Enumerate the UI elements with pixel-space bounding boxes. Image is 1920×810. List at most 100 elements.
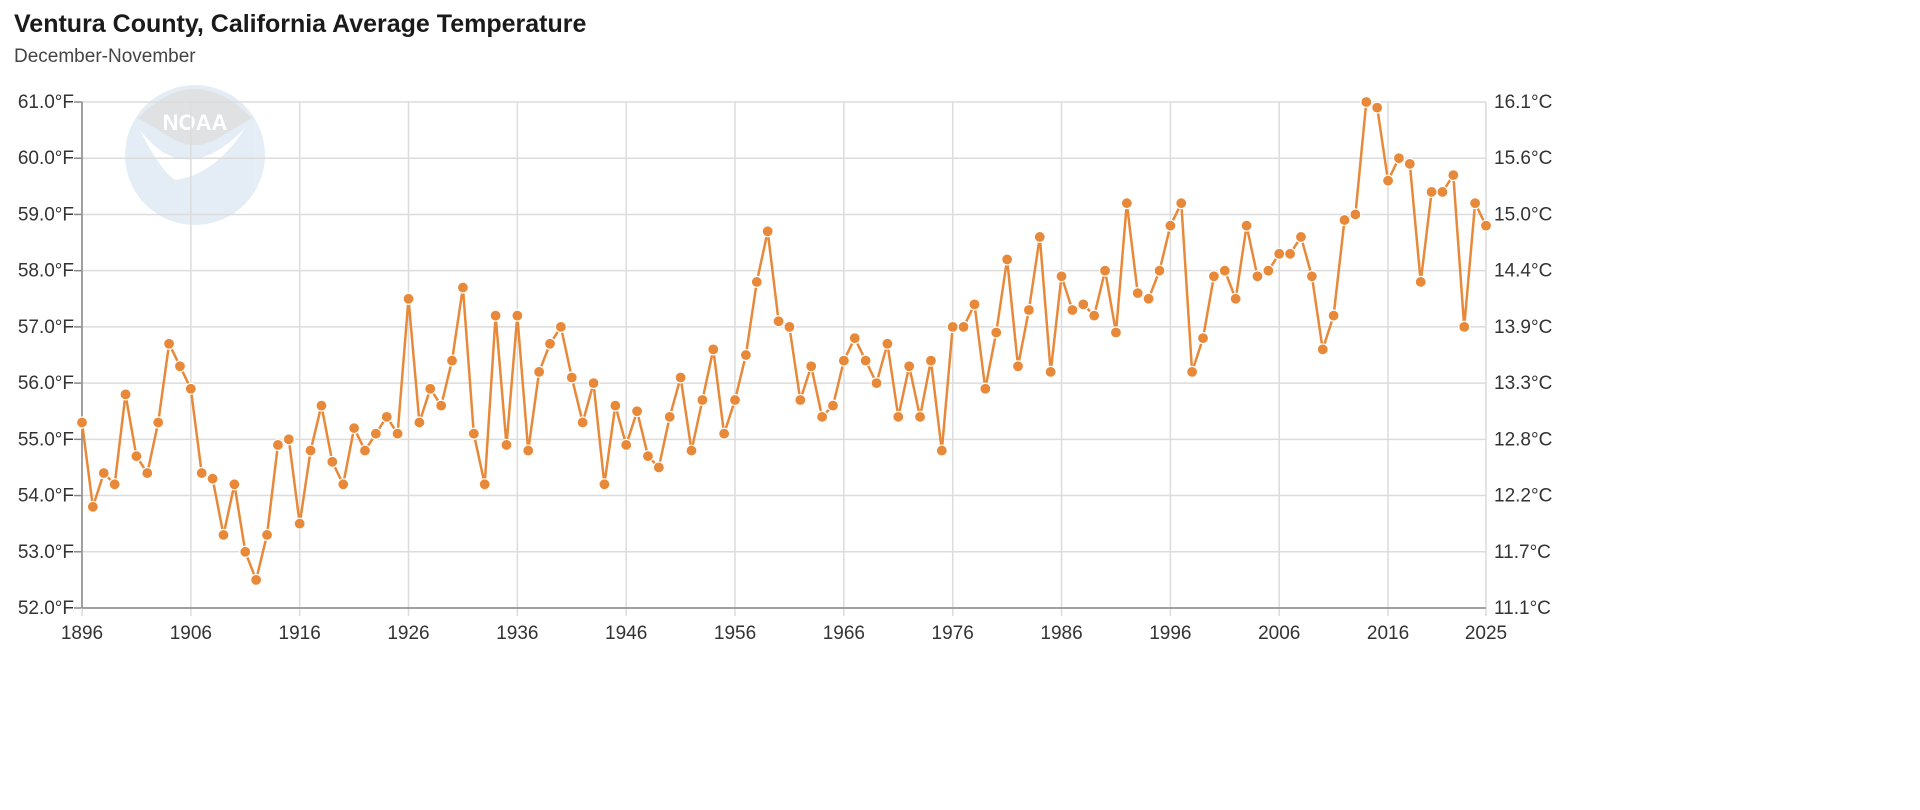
x-tick-label: 1896 bbox=[61, 623, 103, 644]
data-point bbox=[1175, 197, 1188, 210]
data-point bbox=[859, 354, 872, 367]
data-point bbox=[1153, 264, 1166, 277]
data-point bbox=[413, 416, 426, 429]
data-point bbox=[794, 393, 807, 407]
data-point bbox=[543, 337, 557, 350]
data-point bbox=[957, 320, 970, 333]
y-tick-label-left: 59.0°F bbox=[18, 204, 74, 225]
data-point bbox=[685, 444, 698, 457]
data-point bbox=[1414, 275, 1427, 289]
data-point bbox=[598, 478, 611, 491]
y-tick-label-left: 53.0°F bbox=[18, 542, 74, 563]
data-point bbox=[1381, 174, 1395, 187]
x-tick-label: 1976 bbox=[932, 623, 974, 644]
data-point bbox=[347, 421, 361, 435]
data-point bbox=[565, 371, 578, 384]
data-point bbox=[369, 427, 382, 440]
data-point bbox=[1044, 365, 1057, 378]
data-point bbox=[1164, 219, 1177, 232]
data-point bbox=[1447, 168, 1460, 182]
data-point bbox=[358, 444, 372, 457]
data-point bbox=[783, 320, 796, 333]
data-point bbox=[1077, 298, 1090, 311]
data-point bbox=[1273, 247, 1286, 260]
y-tick-label-left: 52.0°F bbox=[18, 598, 74, 619]
data-point bbox=[1458, 320, 1471, 333]
data-point bbox=[141, 466, 154, 480]
data-point bbox=[946, 320, 959, 333]
data-point bbox=[1469, 197, 1482, 210]
chart-subtitle: December-November bbox=[14, 46, 196, 67]
data-point bbox=[1229, 292, 1242, 305]
y-tick-label-right: 16.1°C bbox=[1494, 92, 1552, 113]
x-tick-label: 2025 bbox=[1465, 623, 1507, 644]
data-point bbox=[108, 478, 121, 491]
data-point bbox=[75, 416, 89, 429]
data-point bbox=[1098, 264, 1112, 277]
y-tick-label-right: 15.0°C bbox=[1494, 204, 1552, 225]
data-point bbox=[554, 320, 567, 333]
data-point bbox=[478, 478, 491, 491]
data-point bbox=[260, 528, 274, 542]
y-tick-label-right: 12.8°C bbox=[1494, 429, 1552, 450]
data-point bbox=[1186, 365, 1199, 378]
data-point bbox=[304, 444, 317, 457]
x-tick-label: 1946 bbox=[605, 623, 647, 644]
data-point bbox=[750, 275, 763, 289]
data-point bbox=[380, 410, 393, 423]
data-point bbox=[533, 365, 546, 378]
data-point bbox=[1349, 208, 1362, 221]
data-point bbox=[1142, 292, 1155, 305]
data-point bbox=[870, 377, 883, 390]
data-point bbox=[1196, 332, 1210, 345]
data-point bbox=[1207, 270, 1221, 283]
data-point bbox=[173, 360, 187, 373]
data-point bbox=[271, 438, 285, 452]
data-point bbox=[913, 410, 927, 423]
data-point bbox=[663, 410, 676, 423]
data-point bbox=[511, 309, 524, 322]
data-point bbox=[1109, 326, 1123, 339]
data-point bbox=[576, 416, 589, 429]
data-point bbox=[467, 427, 480, 440]
data-point bbox=[1251, 270, 1264, 283]
data-point bbox=[1479, 219, 1493, 232]
data-point bbox=[1392, 152, 1406, 165]
y-tick-label-left: 58.0°F bbox=[18, 261, 74, 282]
data-point bbox=[1305, 270, 1318, 283]
data-point bbox=[119, 388, 132, 401]
data-point bbox=[435, 399, 448, 412]
y-tick-label-right: 13.3°C bbox=[1494, 373, 1552, 394]
x-tick-label: 2006 bbox=[1258, 623, 1300, 644]
y-tick-label-right: 14.4°C bbox=[1494, 261, 1552, 282]
data-point bbox=[903, 360, 916, 373]
data-point bbox=[1120, 197, 1133, 210]
data-point bbox=[293, 517, 306, 530]
data-point bbox=[217, 528, 230, 542]
data-point bbox=[282, 433, 295, 446]
data-point bbox=[337, 478, 350, 491]
data-point bbox=[707, 343, 720, 356]
data-point bbox=[1360, 95, 1373, 109]
data-point bbox=[489, 309, 502, 322]
data-point bbox=[402, 292, 415, 305]
data-point bbox=[587, 377, 600, 390]
x-tick-label: 1986 bbox=[1040, 623, 1082, 644]
data-point bbox=[228, 478, 241, 491]
data-point bbox=[881, 337, 894, 350]
chart-title: Ventura County, California Average Tempe… bbox=[14, 10, 587, 38]
y-tick-label-left: 56.0°F bbox=[18, 373, 74, 394]
x-tick-label: 1916 bbox=[279, 623, 321, 644]
data-point bbox=[674, 371, 687, 384]
data-point bbox=[641, 450, 655, 463]
x-tick-label: 1956 bbox=[714, 623, 756, 644]
data-point bbox=[1240, 219, 1253, 232]
data-point bbox=[1088, 309, 1101, 322]
y-tick-label-right: 15.6°C bbox=[1494, 148, 1552, 169]
data-point bbox=[86, 500, 99, 513]
data-point bbox=[696, 393, 709, 407]
data-point bbox=[1327, 309, 1340, 322]
data-point bbox=[1001, 253, 1014, 266]
data-point bbox=[1055, 270, 1068, 283]
